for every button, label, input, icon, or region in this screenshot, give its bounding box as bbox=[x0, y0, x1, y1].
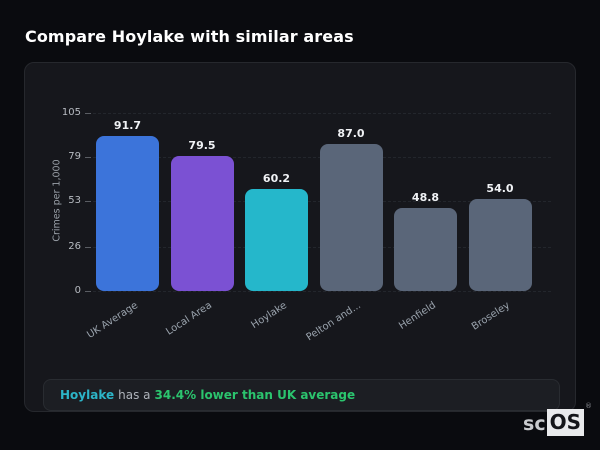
bar-chart: Crimes per 1,000 0 26 53 79 105 91.7 UK Averag… bbox=[25, 63, 577, 413]
bar-value-label: 54.0 bbox=[486, 182, 514, 196]
bar-value-label: 91.7 bbox=[113, 118, 142, 132]
bar-henfield bbox=[394, 208, 457, 291]
bar-value-label: 87.0 bbox=[337, 126, 365, 140]
chart-card: Crimes per 1,000 0 26 53 79 105 91.7 UK Averag… bbox=[24, 62, 576, 412]
note-middle-text: has a bbox=[118, 388, 151, 402]
scos-logo: sc OS ® bbox=[523, 403, 592, 436]
note-area-name: Hoylake bbox=[60, 388, 115, 402]
comparison-note: Hoylake has a 34.4% lower than UK averag… bbox=[43, 379, 560, 411]
logo-box: OS ® bbox=[546, 403, 592, 436]
y-tick-label: 26 bbox=[68, 240, 81, 252]
bar-broseley bbox=[468, 199, 532, 291]
bar-value-label: 79.5 bbox=[188, 139, 216, 153]
y-tick-label: 79 bbox=[68, 151, 81, 163]
y-tick-mark bbox=[85, 113, 91, 114]
registered-mark: ® bbox=[585, 402, 592, 410]
y-tick-label: 105 bbox=[61, 107, 81, 118]
gridline bbox=[93, 113, 551, 114]
bar-value-label: 48.8 bbox=[411, 191, 440, 205]
bar-uk-average bbox=[96, 135, 159, 291]
note-highlight-text: 34.4% lower than UK average bbox=[154, 388, 356, 402]
gridline bbox=[93, 291, 551, 292]
y-tick-mark bbox=[85, 157, 91, 159]
bar-local-area bbox=[170, 156, 234, 291]
y-tick-label: 53 bbox=[68, 195, 81, 207]
y-tick-mark bbox=[85, 201, 91, 203]
page-title: Compare Hoylake with similar areas bbox=[25, 27, 354, 46]
bar-value-label: 60.2 bbox=[262, 171, 291, 185]
bar-hoylake bbox=[245, 188, 308, 291]
y-tick-label: 0 bbox=[74, 285, 81, 296]
logo-prefix: sc bbox=[523, 413, 546, 435]
y-tick-mark bbox=[85, 291, 91, 292]
y-tick-mark bbox=[85, 246, 91, 248]
bar-pelton-and bbox=[319, 143, 383, 291]
